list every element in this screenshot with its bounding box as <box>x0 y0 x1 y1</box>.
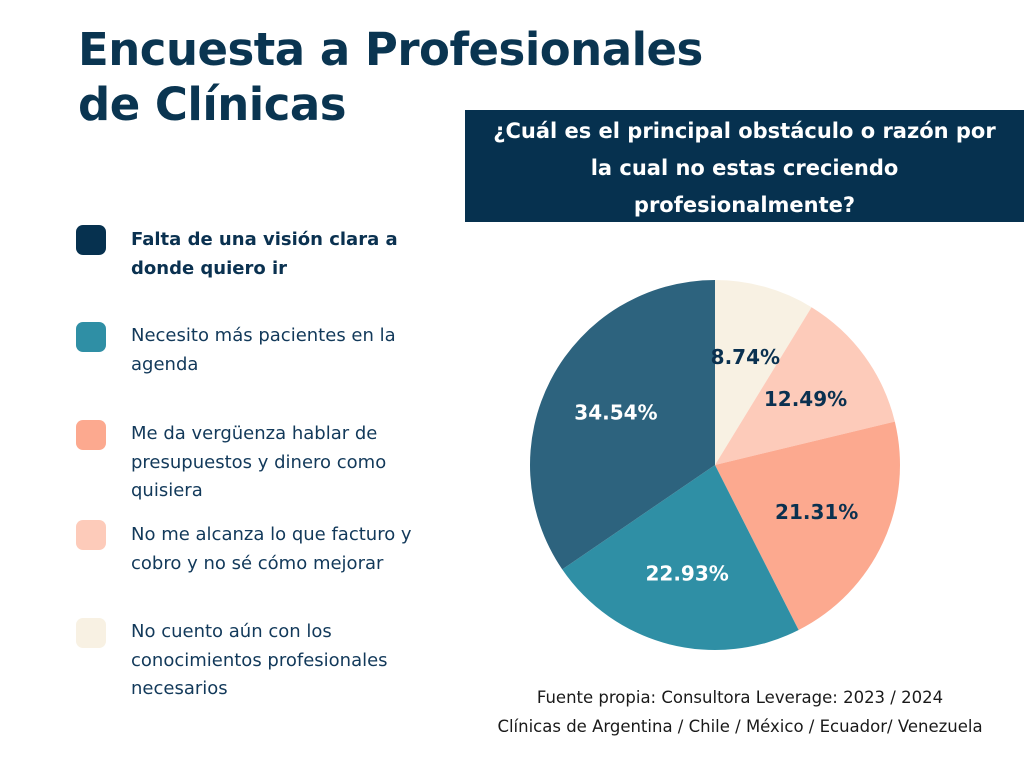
pie-slice-pacientes <box>562 465 799 650</box>
pie-label-pacientes: 22.93% <box>645 561 728 585</box>
source-line-1: Fuente propia: Consultora Leverage: 2023… <box>536 688 944 707</box>
legend-label-pacientes: Necesito más pacientes en la agenda <box>131 325 396 375</box>
question-text: ¿Cuál es el principal obstáculo o razón … <box>493 118 996 217</box>
legend-label-vision: Falta de una visión clara a donde quiero… <box>131 229 398 279</box>
pie-slice-vision <box>530 280 715 570</box>
pie-slice-verguenza <box>715 421 900 631</box>
source-line-2: Clínicas de Argentina / Chile / México /… <box>497 717 983 736</box>
pie-slice-facturo <box>715 307 895 465</box>
pie-slice-conocimientos <box>715 280 812 465</box>
legend-swatch-vision <box>76 225 106 255</box>
legend-swatch-pacientes <box>76 322 106 352</box>
legend-label-verguenza: Me da vergüenza hablar de presupuestos y… <box>131 423 387 501</box>
pie-label-vision: 34.54% <box>574 401 657 425</box>
legend-swatch-conocimientos <box>76 618 106 648</box>
pie-label-conocimientos: 8.74% <box>711 345 780 369</box>
pie-chart: 8.74% 12.49% 21.31% 22.93% 34.54% <box>530 280 900 650</box>
legend-label-conocimientos: No cuento aún con los conocimientos prof… <box>131 621 388 699</box>
pie-label-facturo: 12.49% <box>764 387 847 411</box>
pie-label-verguenza: 21.31% <box>775 500 858 524</box>
page-title: Encuesta a Profesionales de Clínicas <box>78 22 738 132</box>
source-note: Fuente propia: Consultora Leverage: 2023… <box>480 683 1000 741</box>
legend-swatch-facturo <box>76 520 106 550</box>
legend-swatch-verguenza <box>76 420 106 450</box>
title-line-2: de Clínicas <box>78 78 347 131</box>
question-banner: ¿Cuál es el principal obstáculo o razón … <box>465 110 1024 222</box>
title-line-1: Encuesta a Profesionales <box>78 23 703 76</box>
legend-label-facturo: No me alcanza lo que facturo y cobro y n… <box>131 524 412 574</box>
